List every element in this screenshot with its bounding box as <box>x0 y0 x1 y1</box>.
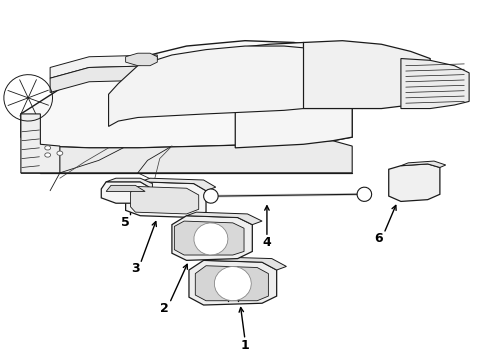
Text: 4: 4 <box>263 236 271 249</box>
Text: 5: 5 <box>121 216 130 229</box>
Polygon shape <box>50 55 157 78</box>
Polygon shape <box>21 41 352 148</box>
Circle shape <box>57 151 63 156</box>
Polygon shape <box>204 189 218 203</box>
Text: 2: 2 <box>160 302 169 315</box>
Polygon shape <box>203 257 287 270</box>
Polygon shape <box>125 53 157 66</box>
Polygon shape <box>303 41 430 109</box>
Polygon shape <box>174 221 244 255</box>
Text: 3: 3 <box>131 262 140 275</box>
Polygon shape <box>401 59 469 109</box>
Circle shape <box>45 153 50 157</box>
Polygon shape <box>130 186 199 214</box>
Polygon shape <box>357 187 372 201</box>
Polygon shape <box>106 185 145 192</box>
Polygon shape <box>50 66 157 93</box>
Polygon shape <box>194 223 228 255</box>
Polygon shape <box>109 46 303 126</box>
Polygon shape <box>189 260 277 305</box>
Polygon shape <box>187 212 262 225</box>
Text: 6: 6 <box>375 233 383 246</box>
Polygon shape <box>125 182 206 217</box>
Polygon shape <box>401 161 446 167</box>
Polygon shape <box>21 141 352 173</box>
Polygon shape <box>196 266 269 301</box>
Polygon shape <box>140 178 216 191</box>
Polygon shape <box>389 164 440 202</box>
Polygon shape <box>106 178 152 189</box>
Polygon shape <box>172 216 252 260</box>
Text: 1: 1 <box>241 338 249 351</box>
Polygon shape <box>215 266 251 301</box>
Circle shape <box>45 146 50 150</box>
Polygon shape <box>101 182 152 203</box>
Polygon shape <box>235 42 352 148</box>
Polygon shape <box>21 114 60 173</box>
